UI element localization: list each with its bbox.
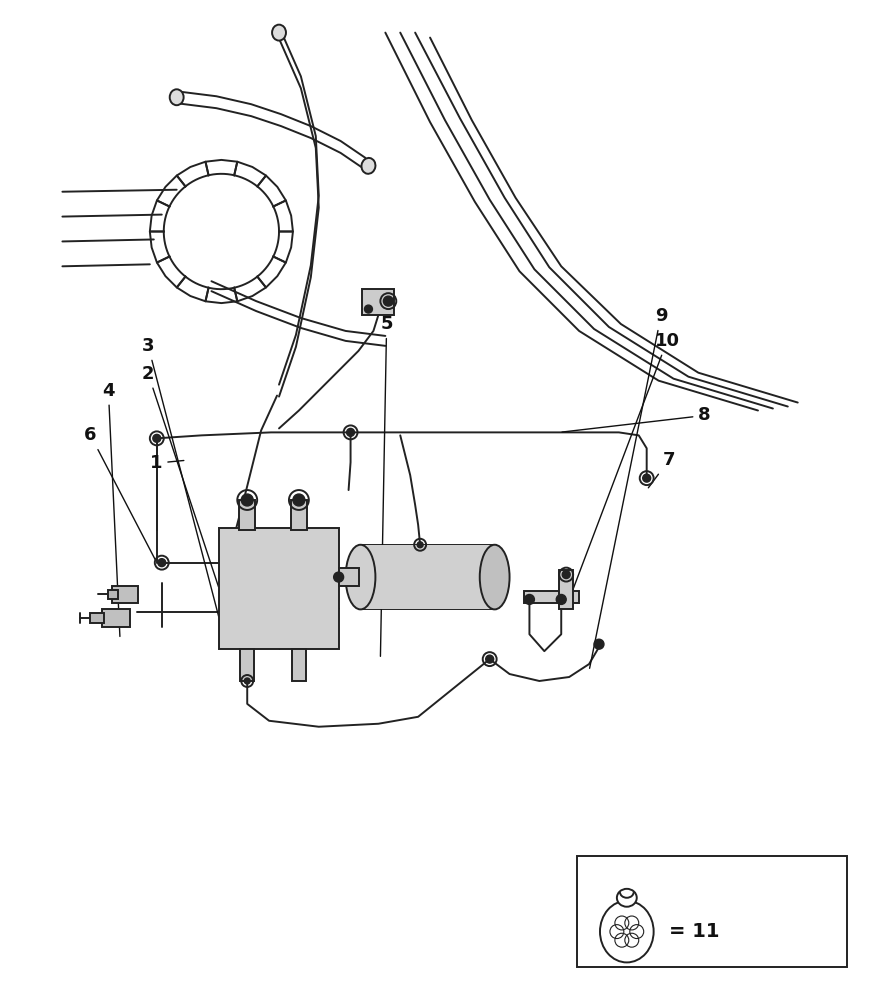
Bar <box>363 289 394 315</box>
Text: 3: 3 <box>142 337 219 617</box>
Bar <box>240 649 254 681</box>
Circle shape <box>642 474 650 482</box>
Circle shape <box>524 594 534 604</box>
Bar <box>577 856 847 967</box>
Ellipse shape <box>480 545 510 609</box>
Bar <box>91 613 104 623</box>
Circle shape <box>384 296 393 306</box>
Ellipse shape <box>362 158 376 174</box>
Circle shape <box>364 305 372 313</box>
Bar <box>102 609 130 627</box>
Circle shape <box>417 542 423 548</box>
Bar <box>339 568 358 586</box>
Text: 5: 5 <box>380 315 392 656</box>
Circle shape <box>293 494 304 506</box>
Ellipse shape <box>272 25 286 41</box>
Bar <box>361 545 495 609</box>
Text: 8: 8 <box>562 406 711 432</box>
Bar <box>108 589 118 599</box>
Bar <box>291 500 307 530</box>
Text: 4: 4 <box>102 382 120 636</box>
Text: 2: 2 <box>142 365 218 587</box>
Ellipse shape <box>600 901 654 962</box>
Circle shape <box>486 655 494 663</box>
Text: = 11: = 11 <box>669 922 719 941</box>
Text: 9: 9 <box>590 307 667 668</box>
Bar <box>524 591 579 603</box>
Bar <box>292 649 306 681</box>
Text: 7: 7 <box>649 451 675 488</box>
Circle shape <box>562 571 570 579</box>
Text: 10: 10 <box>570 332 679 597</box>
Ellipse shape <box>617 889 637 907</box>
Circle shape <box>556 594 566 604</box>
Circle shape <box>153 434 161 442</box>
Bar <box>239 500 255 530</box>
Circle shape <box>334 572 343 582</box>
Text: 1: 1 <box>150 454 184 472</box>
Text: 6: 6 <box>84 426 156 560</box>
Circle shape <box>347 428 355 436</box>
Circle shape <box>245 678 250 684</box>
Bar <box>560 570 573 609</box>
Ellipse shape <box>346 545 376 609</box>
Circle shape <box>241 494 253 506</box>
Circle shape <box>594 639 604 649</box>
Ellipse shape <box>170 89 184 105</box>
Circle shape <box>158 559 165 567</box>
Bar <box>112 586 138 603</box>
Bar <box>219 528 339 649</box>
